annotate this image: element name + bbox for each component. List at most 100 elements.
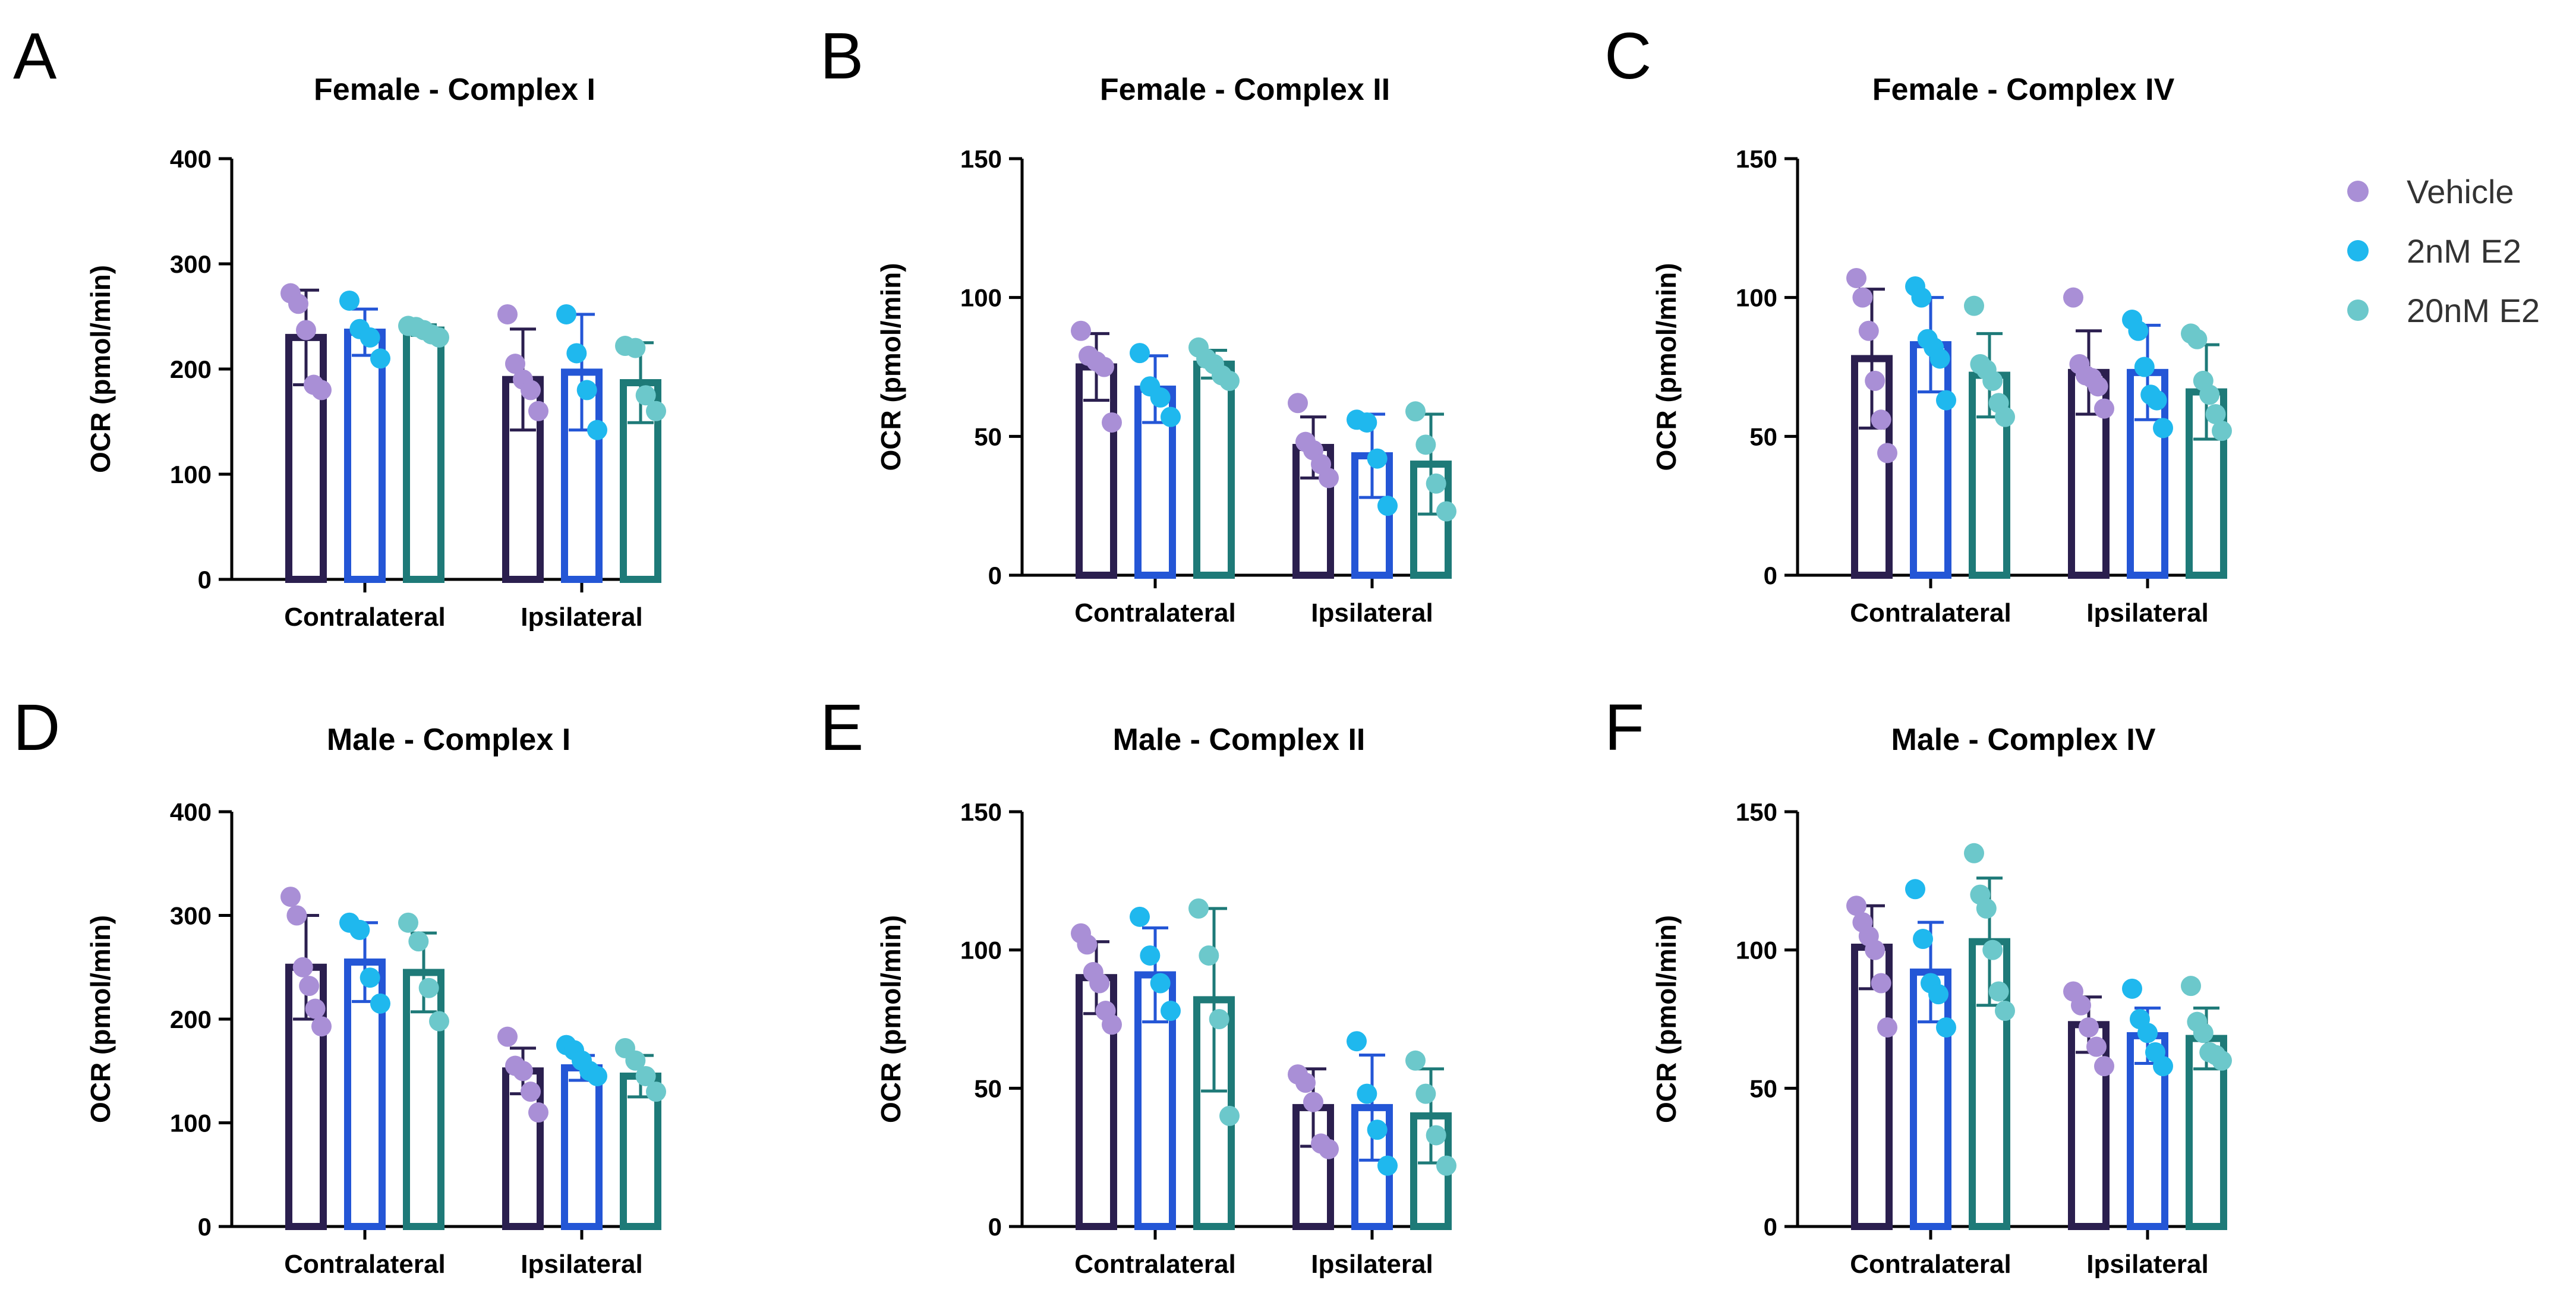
data-point-vehicle <box>1102 412 1122 433</box>
data-point-20nm-e2 <box>398 912 418 933</box>
data-point-vehicle <box>311 1016 332 1037</box>
legend-item-20nm-e2: 20nM E2 <box>2347 280 2540 340</box>
data-point-20nm-e2 <box>1199 945 1219 966</box>
data-point-20nm-e2 <box>1982 939 2003 960</box>
data-point-20nm-e2 <box>1188 898 1209 919</box>
x-tick-label: Ipsilateral <box>2086 1250 2208 1279</box>
y-tick-label: 100 <box>960 284 1002 312</box>
data-point-vehicle <box>513 1061 533 1082</box>
legend-item-2nm-e2: 2nM E2 <box>2347 221 2540 280</box>
data-point-20nm-e2 <box>1415 434 1436 455</box>
data-point-20nm-e2 <box>2199 384 2220 405</box>
data-point-2nm-e2 <box>370 348 390 369</box>
y-tick-label: 0 <box>198 1213 212 1241</box>
data-point-2nm-e2 <box>1928 984 1948 1005</box>
data-point-20nm-e2 <box>646 401 666 421</box>
y-tick-label: 50 <box>974 423 1002 450</box>
x-tick-label: Contralateral <box>1850 1250 2011 1279</box>
data-point-20nm-e2 <box>408 931 429 952</box>
data-point-2nm-e2 <box>1367 1120 1388 1140</box>
data-point-2nm-e2 <box>1161 1001 1181 1021</box>
x-tick-label: Contralateral <box>1850 598 2011 628</box>
legend-dot-2nm-e2 <box>2347 240 2369 261</box>
data-point-vehicle <box>1071 320 1091 341</box>
data-point-vehicle <box>2079 1017 2099 1038</box>
data-point-20nm-e2 <box>1988 981 2009 1002</box>
data-point-vehicle <box>1089 973 1110 994</box>
data-point-20nm-e2 <box>418 978 439 998</box>
panel-letter: C <box>1604 20 1652 93</box>
data-point-vehicle <box>286 905 307 926</box>
data-point-vehicle <box>1871 973 1891 994</box>
y-axis-label: OCR (pmol/min) <box>85 915 116 1123</box>
data-point-vehicle <box>521 1082 541 1102</box>
data-point-2nm-e2 <box>360 327 380 348</box>
data-point-vehicle <box>1303 1092 1323 1112</box>
data-point-vehicle <box>1846 267 1866 288</box>
data-point-2nm-e2 <box>1929 348 1950 369</box>
y-axis-label: OCR (pmol/min) <box>85 265 116 473</box>
data-point-20nm-e2 <box>1436 1155 1456 1176</box>
data-point-20nm-e2 <box>1995 1001 2015 1021</box>
y-tick-label: 100 <box>170 1109 212 1137</box>
data-point-vehicle <box>497 1026 518 1047</box>
data-point-2nm-e2 <box>360 967 380 988</box>
data-point-2nm-e2 <box>2146 390 2167 411</box>
data-point-20nm-e2 <box>1982 370 2003 391</box>
data-point-vehicle <box>296 320 316 340</box>
data-point-vehicle <box>1865 939 1886 960</box>
x-tick-label: Ipsilateral <box>1311 598 1433 628</box>
data-point-20nm-e2 <box>635 1065 656 1086</box>
y-tick-label: 300 <box>170 902 212 930</box>
legend-label: 2nM E2 <box>2407 232 2521 270</box>
y-tick-label: 0 <box>988 562 1002 589</box>
legend-item-vehicle: Vehicle <box>2347 162 2540 221</box>
data-point-vehicle <box>2086 1036 2107 1057</box>
data-point-2nm-e2 <box>2153 1056 2173 1077</box>
data-point-vehicle <box>497 304 518 324</box>
data-point-2nm-e2 <box>576 380 597 401</box>
x-tick-label: Contralateral <box>1074 1250 1235 1279</box>
data-point-2nm-e2 <box>1150 973 1171 994</box>
data-point-vehicle <box>2088 376 2108 397</box>
data-point-vehicle <box>2094 398 2114 419</box>
y-tick-label: 100 <box>1736 284 1777 312</box>
data-point-vehicle <box>2094 1056 2114 1077</box>
data-point-2nm-e2 <box>2122 978 2142 999</box>
chart-title: Male - Complex II <box>1113 723 1366 757</box>
x-tick-label: Ipsilateral <box>521 1250 642 1279</box>
data-point-vehicle <box>521 380 541 401</box>
panel-letter: A <box>13 20 57 93</box>
x-tick-label: Contralateral <box>284 603 445 632</box>
legend: Vehicle 2nM E2 20nM E2 <box>2347 162 2540 340</box>
data-point-vehicle <box>311 380 332 401</box>
data-point-20nm-e2 <box>1219 370 1240 391</box>
data-point-vehicle <box>288 294 308 314</box>
data-point-2nm-e2 <box>1161 406 1181 427</box>
y-tick-label: 200 <box>170 355 212 383</box>
data-point-20nm-e2 <box>1964 843 1984 863</box>
data-point-vehicle <box>505 354 525 374</box>
panel-letter: B <box>820 20 864 93</box>
bar-2nm-e2-contralateral <box>344 329 386 583</box>
data-point-20nm-e2 <box>1426 473 1446 494</box>
y-tick-label: 150 <box>960 798 1002 826</box>
data-point-20nm-e2 <box>429 327 449 348</box>
data-point-20nm-e2 <box>1209 1009 1229 1029</box>
data-point-2nm-e2 <box>1130 343 1150 364</box>
chart-title: Female - Complex II <box>1100 72 1390 107</box>
data-point-2nm-e2 <box>1936 1017 1956 1038</box>
data-point-2nm-e2 <box>2137 1023 2158 1043</box>
y-tick-label: 150 <box>960 145 1002 173</box>
data-point-2nm-e2 <box>1150 387 1171 408</box>
data-point-vehicle <box>528 1102 548 1123</box>
data-point-vehicle <box>1877 443 1897 464</box>
y-axis-label: OCR (pmol/min) <box>1651 915 1682 1123</box>
chart-title: Female - Complex I <box>314 72 595 107</box>
data-point-20nm-e2 <box>1964 295 1984 316</box>
data-point-2nm-e2 <box>566 343 587 364</box>
panel-letter: F <box>1604 691 1645 764</box>
data-point-2nm-e2 <box>556 304 576 324</box>
y-tick-label: 400 <box>170 798 212 826</box>
